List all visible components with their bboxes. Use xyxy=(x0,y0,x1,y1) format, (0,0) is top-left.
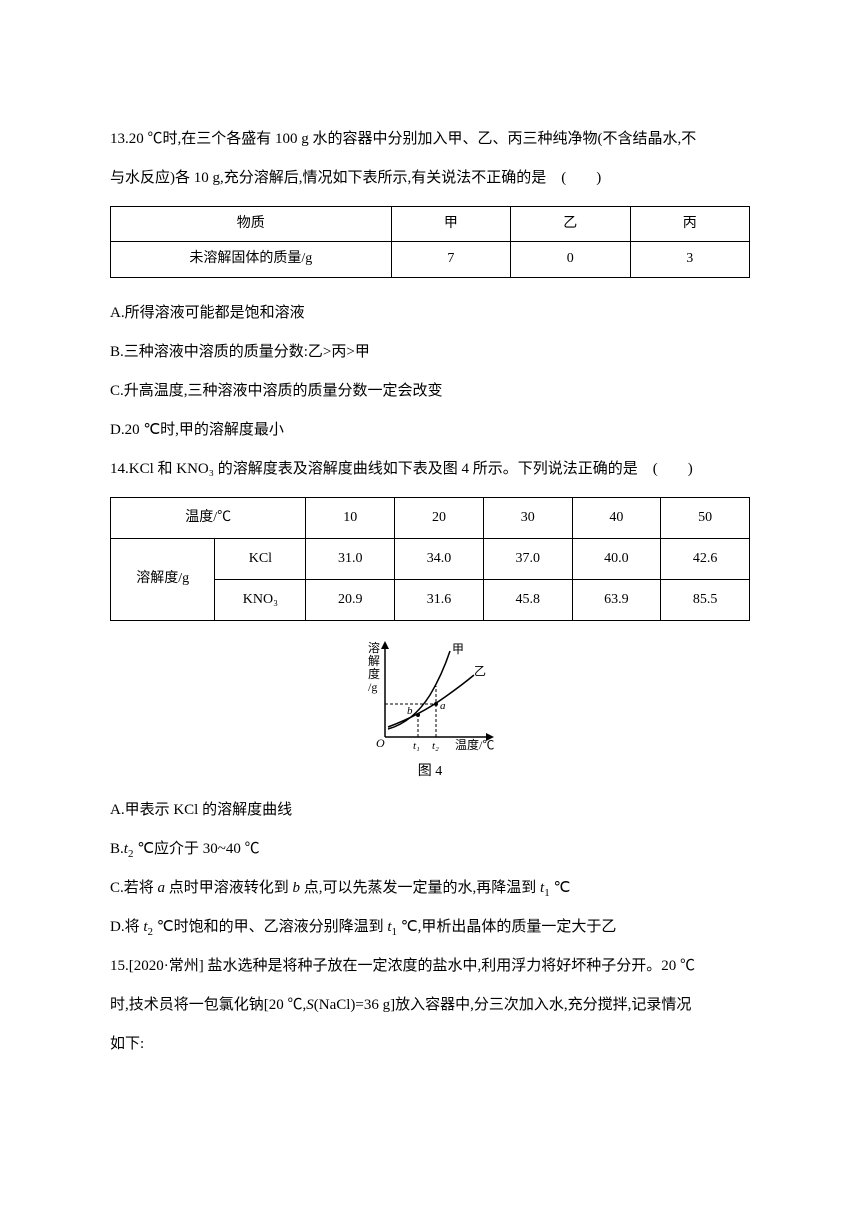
y-label-4: /g xyxy=(368,680,377,694)
table-row: 温度/℃ 10 20 30 40 50 xyxy=(111,497,750,538)
opt-c-2: 点时甲溶液转化到 xyxy=(165,880,293,896)
q13-th-yi: 乙 xyxy=(511,207,630,242)
q14-kno3-3: 63.9 xyxy=(572,579,661,620)
q14-figure: 溶 解 度 /g O 甲 乙 a b t₁ xyxy=(110,637,750,781)
q13-th-substance: 物质 xyxy=(111,207,392,242)
q14-kcl-4: 42.6 xyxy=(661,538,750,579)
q14-kcl-3: 40.0 xyxy=(572,538,661,579)
q14-option-c: C.若将 a 点时甲溶液转化到 b 点,可以先蒸发一定量的水,再降温到 t1 ℃ xyxy=(110,869,750,908)
q14-kcl-0: 31.0 xyxy=(306,538,395,579)
solubility-curve-icon: 溶 解 度 /g O 甲 乙 a b t₁ xyxy=(350,637,510,762)
q13-option-b: B.三种溶液中溶质的质量分数:乙>丙>甲 xyxy=(110,333,750,372)
x-axis-label: 温度/℃ xyxy=(455,737,494,752)
q14-kno3-1: 31.6 xyxy=(395,579,484,620)
y-arrow xyxy=(381,641,389,649)
q15-line3: 如下: xyxy=(110,1025,750,1064)
q13-val-bing: 3 xyxy=(630,242,750,277)
curve-jia xyxy=(388,651,450,729)
y-label-3: 度 xyxy=(368,666,380,681)
q14-kno3-4: 85.5 xyxy=(661,579,750,620)
t1-label: t₁ xyxy=(413,740,420,752)
q13-table: 物质 甲 乙 丙 未溶解固体的质量/g 7 0 3 xyxy=(110,206,750,278)
curve-yi-label: 乙 xyxy=(474,664,486,678)
opt-c-4: ℃ xyxy=(550,880,571,896)
q14-th-temp: 温度/℃ xyxy=(111,497,306,538)
document-page: 13.20 ℃时,在三个各盛有 100 g 水的容器中分别加入甲、乙、丙三种纯净… xyxy=(0,0,860,1216)
q13-option-d: D.20 ℃时,甲的溶解度最小 xyxy=(110,411,750,450)
opt-b-pre: B. xyxy=(110,841,124,857)
q14-table: 温度/℃ 10 20 30 40 50 溶解度/g KCl 31.0 34.0 … xyxy=(110,497,750,621)
q15-line2: 时,技术员将一包氯化钠[20 ℃,S(NaCl)=36 g]放入容器中,分三次加… xyxy=(110,986,750,1025)
q14-temp-3: 40 xyxy=(572,497,661,538)
q15-l2-mid: (NaCl)=36 g]放入容器中,分三次加入水,充分搅拌,记录情况 xyxy=(314,997,692,1013)
q14-kcl-1: 34.0 xyxy=(395,538,484,579)
table-row: 溶解度/g KCl 31.0 34.0 37.0 40.0 42.6 xyxy=(111,538,750,579)
point-b-label: b xyxy=(407,705,413,717)
y-label-1: 溶 xyxy=(368,640,380,655)
q15-l2-pre: 时,技术员将一包氯化钠[20 ℃, xyxy=(110,997,306,1013)
opt-d-3: ℃,甲析出晶体的质量一定大于乙 xyxy=(397,919,616,935)
q13-stem-line1: 13.20 ℃时,在三个各盛有 100 g 水的容器中分别加入甲、乙、丙三种纯净… xyxy=(110,120,750,159)
q15-line1: 15.[2020·常州] 盐水选种是将种子放在一定浓度的盐水中,利用浮力将好坏种… xyxy=(110,947,750,986)
curve-yi xyxy=(388,675,474,727)
q13-th-bing: 丙 xyxy=(630,207,750,242)
figure-caption: 图 4 xyxy=(110,764,750,781)
q14-sub-kno3: KNO₃ xyxy=(215,579,306,620)
q14-stem: 14.KCl 和 KNO₃ 的溶解度表及溶解度曲线如下表及图 4 所示。下列说法… xyxy=(110,450,750,489)
opt-c-1: C.若将 xyxy=(110,880,158,896)
t2-label: t₂ xyxy=(432,740,439,752)
q13-option-a: A.所得溶液可能都是饱和溶液 xyxy=(110,294,750,333)
q14-temp-1: 20 xyxy=(395,497,484,538)
opt-c-a: a xyxy=(158,880,166,896)
point-b xyxy=(416,713,420,717)
q14-sub-kcl: KCl xyxy=(215,538,306,579)
q14-kno3-2: 45.8 xyxy=(483,579,572,620)
opt-c-3: 点,可以先蒸发一定量的水,再降温到 xyxy=(300,880,540,896)
table-row: 物质 甲 乙 丙 xyxy=(111,207,750,242)
q13-option-c: C.升高温度,三种溶液中溶质的质量分数一定会改变 xyxy=(110,372,750,411)
q14-temp-2: 30 xyxy=(483,497,572,538)
q14-kno3-0: 20.9 xyxy=(306,579,395,620)
opt-d-1: D.将 xyxy=(110,919,143,935)
q13-th-jia: 甲 xyxy=(391,207,510,242)
q14-option-b: B.t2 ℃应介于 30~40 ℃ xyxy=(110,830,750,869)
q14-option-a: A.甲表示 KCl 的溶解度曲线 xyxy=(110,791,750,830)
point-a-label: a xyxy=(440,700,446,712)
origin-label: O xyxy=(376,736,385,750)
opt-c-b: b xyxy=(293,880,301,896)
opt-d-2: ℃时饱和的甲、乙溶液分别降温到 xyxy=(153,919,387,935)
opt-b-post: ℃应介于 30~40 ℃ xyxy=(133,841,259,857)
q13-stem-line2: 与水反应)各 10 g,充分溶解后,情况如下表所示,有关说法不正确的是 ( ) xyxy=(110,159,750,198)
q13-val-yi: 0 xyxy=(511,242,630,277)
q14-rowhead: 溶解度/g xyxy=(111,538,215,620)
q15-l2-s: S xyxy=(306,997,314,1013)
q14-temp-4: 50 xyxy=(661,497,750,538)
curve-jia-label: 甲 xyxy=(452,642,464,656)
q13-row-label: 未溶解固体的质量/g xyxy=(111,242,392,277)
q14-option-d: D.将 t2 ℃时饱和的甲、乙溶液分别降温到 t1 ℃,甲析出晶体的质量一定大于… xyxy=(110,908,750,947)
y-label-2: 解 xyxy=(368,654,380,668)
point-a xyxy=(434,702,438,706)
q14-kcl-2: 37.0 xyxy=(483,538,572,579)
table-row: 未溶解固体的质量/g 7 0 3 xyxy=(111,242,750,277)
q14-temp-0: 10 xyxy=(306,497,395,538)
q13-val-jia: 7 xyxy=(391,242,510,277)
